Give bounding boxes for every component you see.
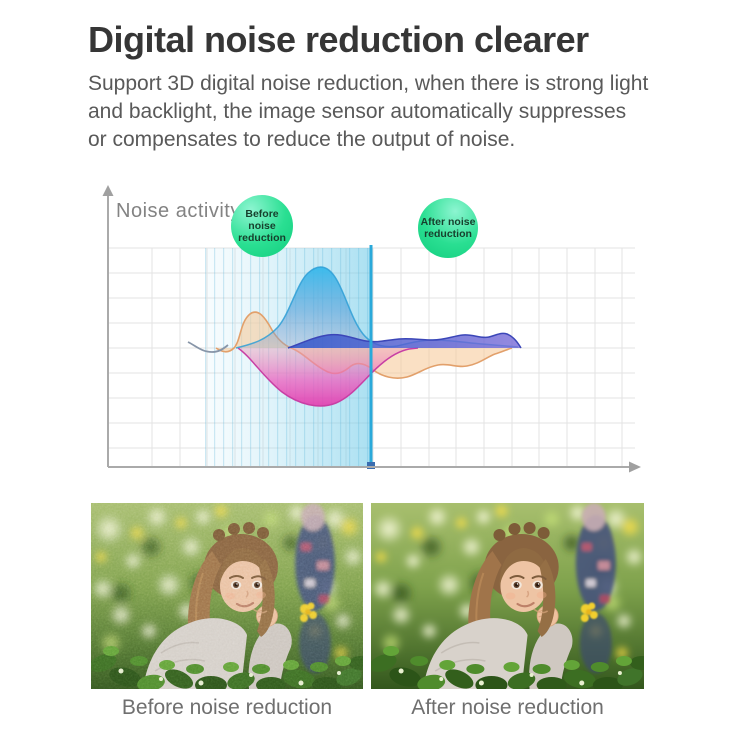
intro-line-1: Support 3D digital noise reduction, when… — [88, 72, 649, 95]
after-photo — [371, 503, 644, 689]
page-title: Digital noise reduction clearer — [88, 19, 589, 60]
wave-purple — [287, 332, 522, 349]
after-noise-badge: After noise reduction — [418, 198, 478, 258]
band-edge-marker — [367, 462, 375, 469]
after-photo-caption: After noise reduction — [411, 696, 604, 719]
after-photo-illustration — [371, 503, 644, 689]
y-axis — [102, 185, 114, 467]
before-photo — [91, 503, 363, 689]
noise-activity-chart-canvas — [102, 185, 641, 473]
after-noise-badge-line2: reduction — [424, 228, 472, 240]
intro-line-2: and backlight, the image sensor automati… — [88, 100, 627, 123]
y-axis-arrow-icon — [102, 185, 114, 196]
band-edge-divider — [367, 245, 375, 469]
intro-paragraph: Support 3D digital noise reduction, when… — [88, 70, 668, 154]
wave-pink — [237, 347, 419, 407]
noise-activity-label: Noise activity — [116, 200, 241, 222]
x-axis — [108, 461, 641, 473]
x-axis-arrow-icon — [629, 461, 641, 473]
before-photo-caption: Before noise reduction — [121, 696, 333, 719]
before-noise-badge: Before noise reduction — [231, 195, 293, 257]
after-noise-badge-line1: After noise — [420, 216, 476, 228]
before-noise-badge-line1: Before noise — [245, 208, 279, 232]
noise-overlay-2 — [91, 503, 363, 689]
noise-activity-chart: Noise activity Before noise reduction Af… — [88, 182, 650, 482]
wave-left-tail — [187, 341, 229, 353]
intro-line-3: or compensates to reduce the output of n… — [88, 128, 516, 151]
before-noise-badge-line2: reduction — [238, 232, 286, 244]
before-photo-illustration — [91, 503, 363, 689]
